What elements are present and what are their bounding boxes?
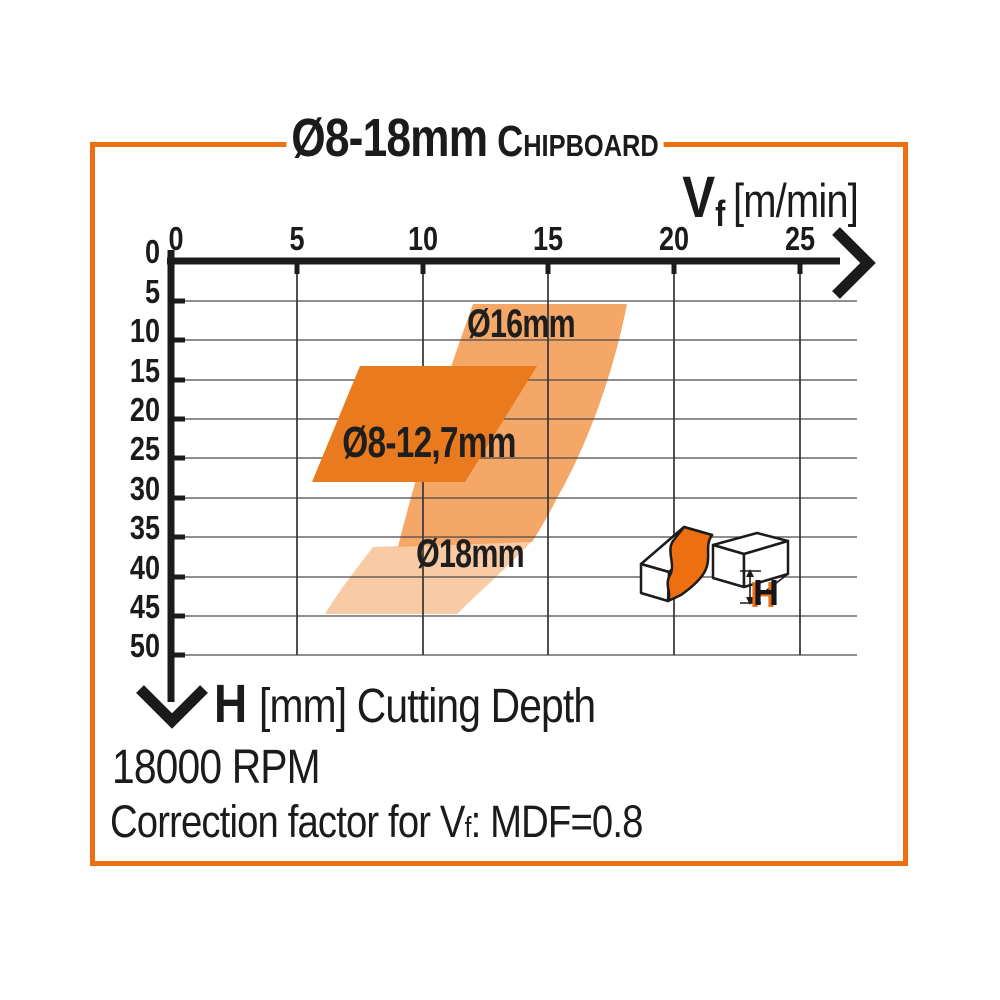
y-axis-title: H [mm] Cutting Depth (214, 677, 596, 733)
x-tick-label: 0 (168, 220, 184, 257)
chart-axes (167, 250, 840, 702)
correction-suffix: : MDF=0.8 (470, 796, 644, 847)
y-tick-label: 30 (129, 470, 160, 507)
y-tick-label: 20 (129, 391, 160, 428)
x-tick-label: 10 (407, 220, 439, 257)
y-tick-label: 40 (129, 549, 160, 586)
band-label-16mm: Ø16mm (467, 302, 575, 346)
x-axis-title: Vf [m/min] (586, 169, 859, 235)
y-tick-label: 10 (129, 312, 160, 349)
x-tick-label: 5 (289, 220, 305, 257)
y-axis-unit-text: [mm] Cutting Depth (259, 680, 596, 733)
chart-grid (174, 263, 857, 656)
y-tick-label: 25 (129, 430, 160, 467)
groove-depth-dimension-label: H (753, 572, 779, 613)
y-tick-label: 0 (144, 233, 160, 270)
band-8-12mm-shape (312, 366, 537, 482)
spindle-speed-note: 18000 RPM (112, 741, 321, 794)
x-axis-symbol-subscript: f (715, 193, 726, 234)
y-tick-label: 35 (129, 509, 160, 546)
y-tick-label: 5 (144, 273, 160, 310)
x-tick-label: 20 (658, 220, 690, 257)
x-axis-symbol: V (682, 165, 716, 230)
band-16mm-shape (398, 304, 627, 547)
y-axis-symbol: H (214, 674, 248, 734)
x-axis-unit: [m/min] (732, 174, 859, 227)
correction-prefix: Correction factor for V (110, 796, 465, 847)
y-tick-label: 50 (129, 627, 160, 664)
correction-factor-note: Correction factor for Vf: MDF=0.8 (110, 796, 643, 848)
correction-subscript: f (464, 812, 472, 844)
title-material: Chipboard (497, 117, 659, 166)
y-axis-arrow-icon (136, 685, 208, 729)
chart-title: Ø8-18mm Chipboard (286, 108, 664, 168)
band-label-8-12mm: Ø8-12,7mm (342, 418, 516, 467)
y-tick-label: 15 (129, 352, 160, 389)
x-tick-label: 25 (784, 220, 816, 257)
title-diameter-range: Ø8-18mm (291, 108, 488, 168)
x-tick-label: 15 (532, 220, 564, 257)
band-label-18mm: Ø18mm (416, 532, 524, 576)
y-tick-label: 45 (129, 588, 160, 625)
x-axis-arrow-icon (832, 227, 876, 299)
groove-depth-icon (639, 525, 790, 605)
band-18mm-shape (325, 542, 531, 614)
